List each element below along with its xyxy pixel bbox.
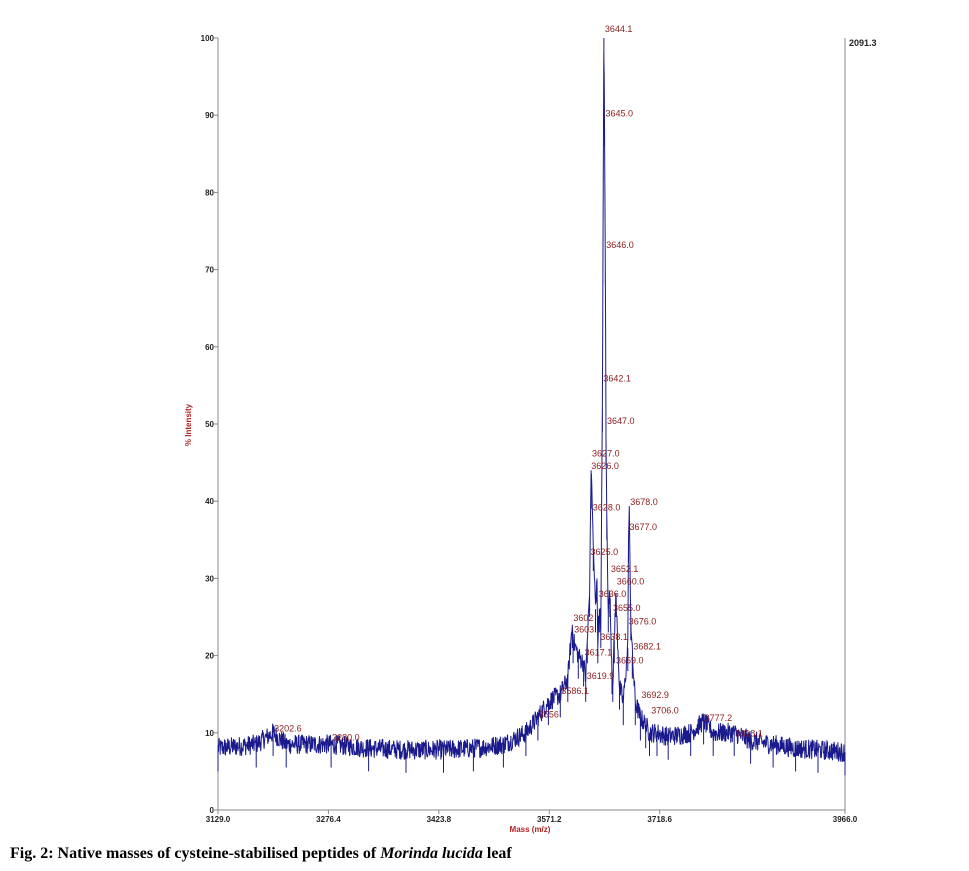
peak-label: 3644.1: [605, 24, 633, 34]
caption-species: Morinda lucida: [380, 845, 483, 862]
peak-label: 3659.0: [616, 655, 644, 665]
peak-label: 3706.0: [651, 706, 679, 716]
peak-label: 3676.0: [629, 617, 657, 627]
peak-label: 3678.0: [630, 497, 658, 507]
peak-label: 3692.9: [641, 690, 669, 700]
peak-label: 3603: [574, 624, 594, 634]
y-axis-title: % Intensity: [184, 403, 193, 446]
x-tick-label: 3571.2: [537, 815, 562, 824]
peak-label: 3617.1: [585, 648, 613, 658]
peak-label: 3642.1: [603, 374, 631, 384]
x-axis: 3129.0 3276.4 3423.8 3571.2 3718.6 3966.0: [206, 809, 858, 824]
peak-label: 3280.0: [332, 733, 360, 743]
peak-label: 3202.6: [274, 723, 302, 733]
y-tick-label: 90: [205, 111, 214, 120]
y-tick-label: 70: [205, 266, 214, 275]
peak-label: 3655.0: [613, 603, 641, 613]
peak-label: 3586.1: [561, 686, 589, 696]
y-tick-label: 60: [205, 343, 214, 352]
peak-label: 3627.0: [592, 448, 620, 458]
y-tick-label: 100: [201, 34, 215, 43]
x-axis-title: Mass (m/z): [510, 825, 551, 834]
y-tick-label: 20: [205, 652, 214, 661]
peak-label: 3602: [573, 613, 593, 623]
peak-label: 3556: [539, 709, 559, 719]
y-axis: 0 10 20 30 40 50 60 70 80 90 100: [201, 34, 219, 815]
peak-label: 3777.2: [705, 713, 733, 723]
peak-label: 3660.0: [617, 577, 645, 587]
peak-label: 3628.0: [593, 502, 621, 512]
peak-label: 3625.0: [591, 547, 619, 557]
y-tick-label: 40: [205, 497, 214, 506]
x-tick-label: 3423.8: [427, 815, 452, 824]
spectrum-line: [217, 38, 846, 776]
max-intensity-label: 2091.3: [849, 38, 877, 48]
figure-caption: Fig. 2: Native masses of cysteine-stabil…: [10, 845, 512, 863]
caption-suffix: leaf: [486, 845, 512, 862]
y-tick-label: 30: [205, 574, 214, 583]
y-tick-label: 80: [205, 188, 214, 197]
peak-label: 3682.1: [633, 641, 661, 651]
x-tick-label: 3966.0: [833, 815, 858, 824]
x-tick-label: 3129.0: [206, 815, 231, 824]
peak-label: 3638.1: [600, 632, 628, 642]
y-tick-label: 50: [205, 420, 214, 429]
peak-label: 3677.0: [630, 522, 658, 532]
y-tick-label: 10: [205, 729, 214, 738]
x-tick-label: 3718.6: [647, 815, 672, 824]
peak-label: 3652.1: [611, 564, 639, 574]
peak-label: 3626.0: [591, 461, 619, 471]
caption-prefix: Fig. 2: Native masses of cysteine-stabil…: [10, 845, 377, 862]
peak-label: 3619.9: [587, 671, 615, 681]
x-tick-label: 3276.4: [316, 815, 341, 824]
peak-label: 3818.1: [735, 729, 763, 739]
peak-label: 3647.0: [607, 416, 635, 426]
y-tick-label: 0: [210, 806, 215, 815]
peak-label: 3646.0: [606, 240, 634, 250]
peak-label: 3645.0: [606, 109, 634, 119]
peak-label: 3636.0: [599, 589, 627, 599]
mass-spectrum-chart: 0 10 20 30 40 50 60 70 80 90 100 3129.0 3276.4 3423.…: [184, 24, 877, 834]
